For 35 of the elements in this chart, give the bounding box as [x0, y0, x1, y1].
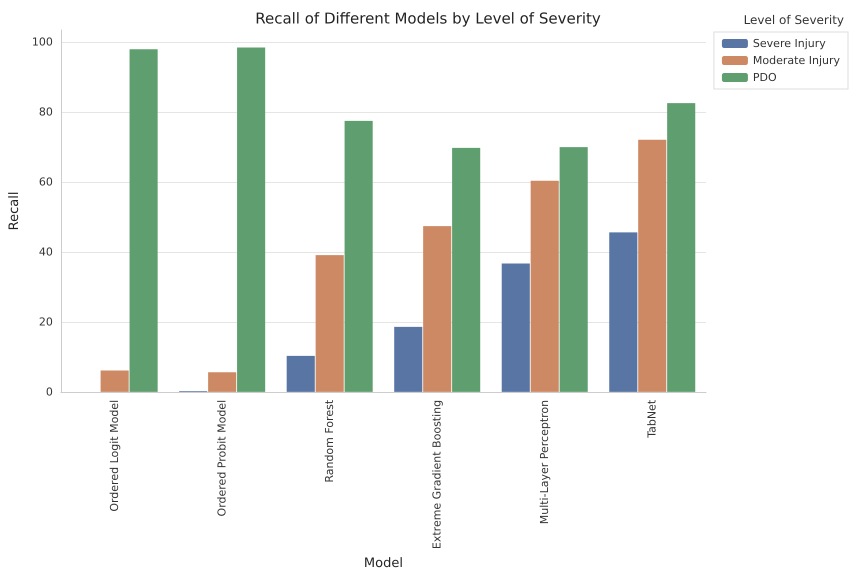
x-tick-label: TabNet	[646, 399, 659, 439]
x-tick-label: Ordered Probit Model	[216, 400, 229, 516]
bar	[530, 180, 559, 392]
x-tick-label: Ordered Logit Model	[108, 400, 122, 512]
legend-label: Severe Injury	[752, 37, 826, 50]
y-tick-label: 20	[38, 315, 53, 328]
y-tick-label: 60	[38, 176, 53, 189]
bar	[423, 226, 452, 392]
bar	[100, 370, 129, 392]
bar	[560, 147, 588, 392]
x-axis-title: Model	[364, 556, 403, 571]
bar	[130, 49, 158, 392]
x-tick-label: Extreme Gradient Boosting	[430, 400, 444, 550]
y-tick-label: 80	[38, 106, 53, 119]
legend-label: Moderate Injury	[752, 54, 840, 67]
bar	[208, 372, 236, 392]
legend-label: PDO	[752, 71, 778, 84]
y-tick-label: 40	[38, 246, 53, 259]
bar	[394, 326, 422, 392]
bar	[286, 356, 315, 392]
bar	[237, 47, 266, 392]
bar	[609, 232, 638, 392]
legend-title: Level of Severity	[744, 13, 844, 27]
bar	[452, 148, 480, 392]
bar	[316, 255, 344, 392]
bar	[344, 120, 373, 392]
y-axis-title: Recall	[7, 192, 22, 230]
x-tick-label: Random Forest	[323, 399, 336, 483]
bar	[667, 103, 696, 392]
bar	[502, 264, 530, 392]
bar	[638, 140, 666, 392]
y-tick-label: 100	[32, 36, 53, 49]
x-tick-label: Multi-Layer Perceptron	[538, 400, 552, 524]
y-tick-label: 0	[46, 385, 53, 398]
chart-title: Recall of Different Models by Level of Severity	[255, 10, 601, 28]
